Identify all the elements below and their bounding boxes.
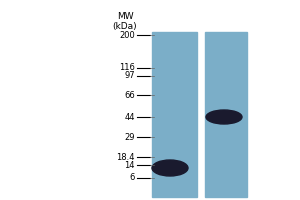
Text: 29: 29	[124, 132, 135, 142]
Text: 116: 116	[119, 64, 135, 72]
Text: 97: 97	[124, 72, 135, 80]
Text: 18.4: 18.4	[116, 152, 135, 162]
Ellipse shape	[152, 160, 188, 176]
Text: 44: 44	[124, 112, 135, 121]
Text: 14: 14	[124, 160, 135, 170]
Text: 200: 200	[119, 30, 135, 40]
Text: 6: 6	[130, 173, 135, 182]
Bar	[205, 32, 247, 197]
Text: MW
(kDa): MW (kDa)	[113, 12, 137, 31]
Bar	[152, 32, 197, 197]
Ellipse shape	[206, 110, 242, 124]
Text: 66: 66	[124, 90, 135, 99]
